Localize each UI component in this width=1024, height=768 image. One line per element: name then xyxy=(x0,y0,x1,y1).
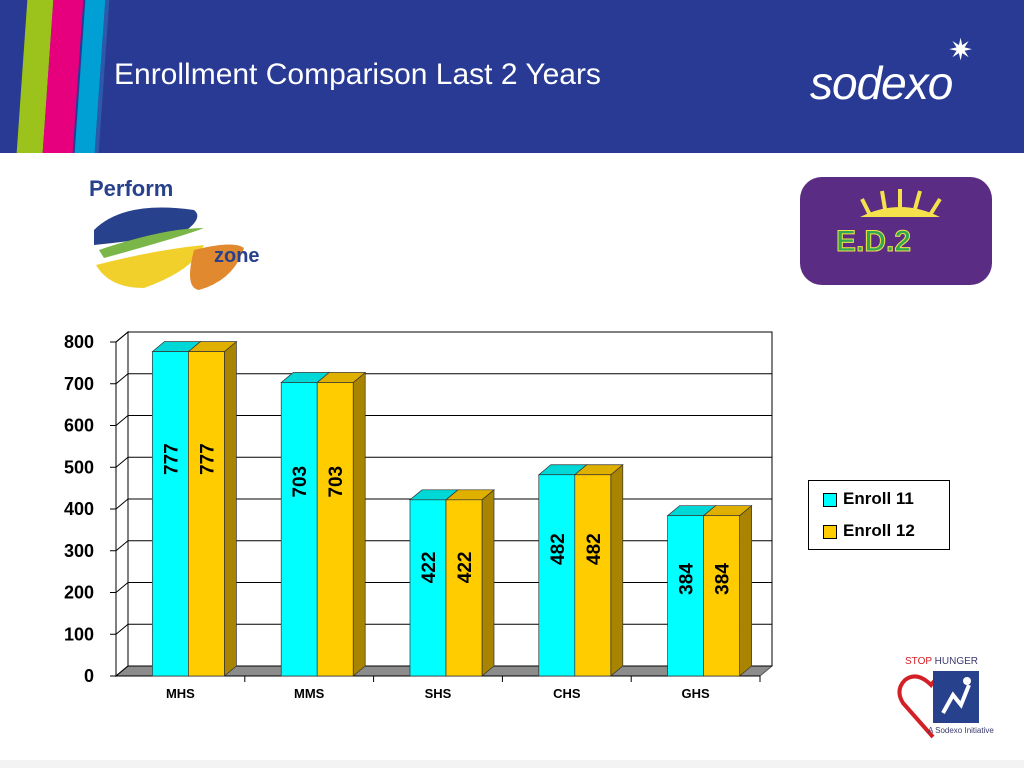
y-tick-label: 400 xyxy=(64,499,94,519)
slide-header: Enrollment Comparison Last 2 Years sodex… xyxy=(0,0,1024,153)
y-tick-label: 300 xyxy=(64,541,94,561)
bar-value-label: 384 xyxy=(713,563,734,595)
stop-hunger-prefix: STOP xyxy=(905,656,932,667)
x-tick-label: MHS xyxy=(166,686,195,701)
x-tick-label: MMS xyxy=(294,686,325,701)
bar xyxy=(316,382,354,677)
enrollment-chart: 0 100 200 300 400 500 600 700 800 MHS MMS SHS CHS GHS… xyxy=(64,330,774,701)
legend-label: Enroll 11 xyxy=(843,489,914,508)
svg-text:Perform: Perform xyxy=(89,176,173,201)
gridline xyxy=(115,373,772,385)
bar xyxy=(409,499,447,677)
gridline xyxy=(115,415,772,426)
chart-legend: Enroll 11 Enroll 12 xyxy=(808,480,950,550)
star-icon: ✷ xyxy=(948,34,974,67)
stop-hunger-subtitle: A Sodexo Initiative xyxy=(928,726,994,735)
y-tick-label: 100 xyxy=(64,624,94,644)
bar xyxy=(703,515,740,677)
bar xyxy=(445,499,483,677)
svg-text:zone: zone xyxy=(214,245,260,267)
chart-axes: 0 100 200 300 400 500 600 700 800 MHS MMS SHS CHS GHS xyxy=(64,332,761,701)
footer-line xyxy=(0,760,1024,768)
bar xyxy=(538,474,576,677)
y-tick-label: 500 xyxy=(64,457,94,477)
stop-hunger-suffix: HUNGER xyxy=(934,656,978,667)
chart-labels: 777 777 703 703 422 422 482 482 384 384 xyxy=(161,443,733,594)
x-tick-label: CHS xyxy=(553,686,581,701)
legend-swatch-series-2 xyxy=(823,525,837,539)
bar-side xyxy=(352,371,366,677)
stop-hunger-logo xyxy=(897,671,979,739)
bar-value-label: 703 xyxy=(290,466,311,498)
y-tick-label: 800 xyxy=(64,332,94,352)
y-tick-label: 700 xyxy=(64,374,94,394)
bar xyxy=(280,382,318,677)
bar-value-label: 777 xyxy=(197,443,218,475)
stop-hunger-title: STOP HUNGER xyxy=(905,656,978,667)
bar-value-label: 482 xyxy=(584,533,605,565)
bar xyxy=(152,351,189,677)
bar-side xyxy=(224,340,237,677)
sodexo-logo: sodexo xyxy=(810,57,953,109)
bar-side xyxy=(481,489,495,677)
bar-side xyxy=(739,504,752,677)
x-tick-label: GHS xyxy=(682,686,711,701)
bar xyxy=(574,474,612,677)
bar-value-label: 777 xyxy=(161,443,182,475)
y-tick-label: 0 xyxy=(84,666,94,686)
y-tick-label: 600 xyxy=(64,416,94,436)
bar xyxy=(667,515,704,677)
bar-side xyxy=(610,464,624,677)
y-tick-label: 200 xyxy=(64,583,94,603)
chart-bars xyxy=(151,340,753,677)
slide-title: Enrollment Comparison Last 2 Years xyxy=(114,58,601,91)
bar-value-label: 384 xyxy=(677,563,698,595)
gridline xyxy=(115,456,772,468)
bar-value-label: 703 xyxy=(326,466,347,498)
legend-label: Enroll 12 xyxy=(843,521,915,540)
legend-swatch-series-1 xyxy=(823,493,837,507)
ed2-text: E.D.2 xyxy=(836,225,911,258)
bar-value-label: 482 xyxy=(548,533,569,565)
ed2-logo: E.D.2 xyxy=(800,177,992,285)
bar xyxy=(188,351,225,677)
bar-value-label: 422 xyxy=(419,552,440,584)
gridline xyxy=(115,331,772,343)
performance-zone-logo: Perform zone xyxy=(89,176,260,290)
sun-icon: E.D.2 xyxy=(836,189,942,259)
bar-value-label: 422 xyxy=(455,552,476,584)
x-tick-label: SHS xyxy=(425,686,452,701)
